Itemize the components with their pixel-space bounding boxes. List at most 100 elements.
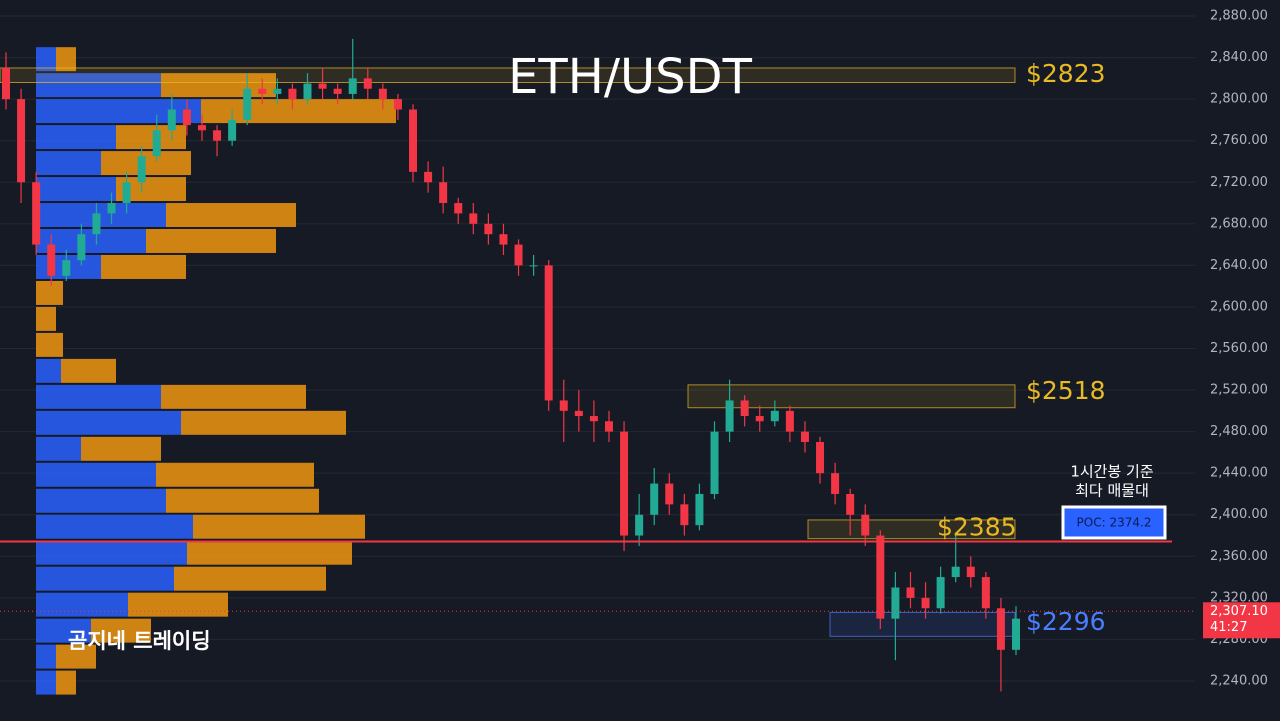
profile-sell	[187, 540, 352, 565]
candle-body	[17, 99, 26, 183]
candle-body	[740, 400, 749, 417]
profile-sell	[174, 566, 326, 591]
y-tick-label: 2,480.00	[1210, 424, 1268, 439]
profile-buy	[36, 566, 174, 591]
candle-body	[363, 78, 372, 89]
candle-body	[424, 171, 433, 183]
annotation: 1시간봉 기준	[1070, 463, 1154, 481]
profile-sell	[128, 592, 228, 617]
profile-sell	[56, 47, 76, 72]
y-tick-label: 2,320.00	[1210, 590, 1268, 605]
candle-body	[454, 203, 463, 214]
candle-body	[725, 400, 734, 432]
profile-buy	[36, 177, 116, 202]
candle-body	[861, 514, 870, 536]
profile-buy	[36, 151, 101, 176]
zone-label: $2823	[1026, 59, 1106, 88]
y-tick-label: 2,440.00	[1210, 466, 1268, 481]
candle-body	[559, 400, 568, 411]
candle-body	[393, 99, 402, 110]
candle-body	[831, 473, 840, 494]
y-tick-label: 2,760.00	[1210, 133, 1268, 148]
candle-body	[544, 265, 553, 401]
last-price-label: 2,307.10	[1210, 604, 1268, 619]
profile-buy	[36, 644, 56, 669]
candle-body	[2, 67, 10, 100]
candle-body	[680, 504, 689, 526]
zone-label: $2518	[1026, 376, 1106, 405]
profile-buy	[36, 73, 161, 98]
profile-sell	[161, 384, 306, 409]
candle-body	[529, 265, 538, 267]
candle-body	[273, 88, 282, 94]
profile-sell	[116, 125, 186, 150]
y-tick-label: 2,600.00	[1210, 299, 1268, 314]
profile-sell	[36, 306, 56, 331]
candle-body	[710, 431, 719, 494]
profile-sell	[91, 618, 151, 643]
candle-body	[951, 566, 960, 578]
candle-body	[243, 88, 252, 120]
candle-body	[258, 88, 267, 94]
profile-sell	[81, 436, 161, 461]
candle-body	[650, 483, 659, 515]
y-tick-label: 2,360.00	[1210, 549, 1268, 564]
y-tick-label: 2,680.00	[1210, 216, 1268, 231]
candle-body	[816, 442, 825, 474]
annotation: 최다 매물대	[1075, 482, 1149, 500]
candle-body	[966, 566, 975, 578]
candle-body	[574, 410, 583, 417]
candle-body	[228, 119, 237, 141]
profile-buy	[36, 47, 56, 72]
zone	[0, 67, 1016, 84]
candle-body	[152, 130, 161, 157]
profile-sell	[101, 151, 191, 176]
candle-body	[635, 514, 644, 536]
zone	[687, 384, 1016, 409]
profile-sell	[156, 462, 314, 487]
profile-sell	[181, 410, 346, 435]
profile-sell	[166, 488, 319, 513]
last-price-box	[1203, 602, 1280, 639]
candle-body	[1012, 618, 1020, 650]
candle-body	[92, 213, 101, 235]
y-tick-label: 2,720.00	[1210, 175, 1268, 190]
profile-sell	[61, 358, 116, 383]
candle-body	[484, 223, 493, 235]
candle-body	[107, 203, 116, 214]
profile-sell	[56, 644, 96, 669]
y-tick-label: 2,800.00	[1210, 92, 1268, 107]
candle-body	[846, 493, 855, 515]
profile-buy	[36, 99, 201, 124]
candle-body	[32, 182, 41, 245]
candle-body	[514, 244, 523, 266]
candle-body	[800, 431, 809, 443]
candle-body	[996, 608, 1005, 650]
profile-sell	[36, 280, 63, 305]
profile-sell	[116, 177, 186, 202]
profile-sell	[146, 229, 276, 253]
candle-body	[936, 577, 945, 609]
candle-body	[348, 78, 357, 94]
candle-body	[137, 156, 146, 183]
candle-body	[333, 88, 342, 94]
profile-buy	[36, 540, 187, 565]
y-tick-label: 2,560.00	[1210, 341, 1268, 356]
y-tick-label: 2,520.00	[1210, 383, 1268, 398]
profile-buy	[36, 618, 91, 643]
profile-buy	[36, 670, 56, 695]
y-tick-label: 2,880.00	[1210, 9, 1268, 24]
profile-buy	[36, 410, 181, 435]
y-tick-label: 2,840.00	[1210, 50, 1268, 65]
profile-sell	[101, 254, 186, 279]
candle-body	[620, 431, 629, 536]
y-tick-label: 2,400.00	[1210, 507, 1268, 522]
profile-buy	[36, 203, 166, 228]
candle-body	[589, 416, 598, 422]
poc-label: POC: 2374.2	[1077, 516, 1152, 530]
zone-label: $2296	[1026, 607, 1106, 636]
candle-body	[695, 493, 704, 526]
candle-body	[318, 83, 327, 89]
profile-sell	[36, 332, 63, 357]
candle-body	[378, 88, 387, 100]
